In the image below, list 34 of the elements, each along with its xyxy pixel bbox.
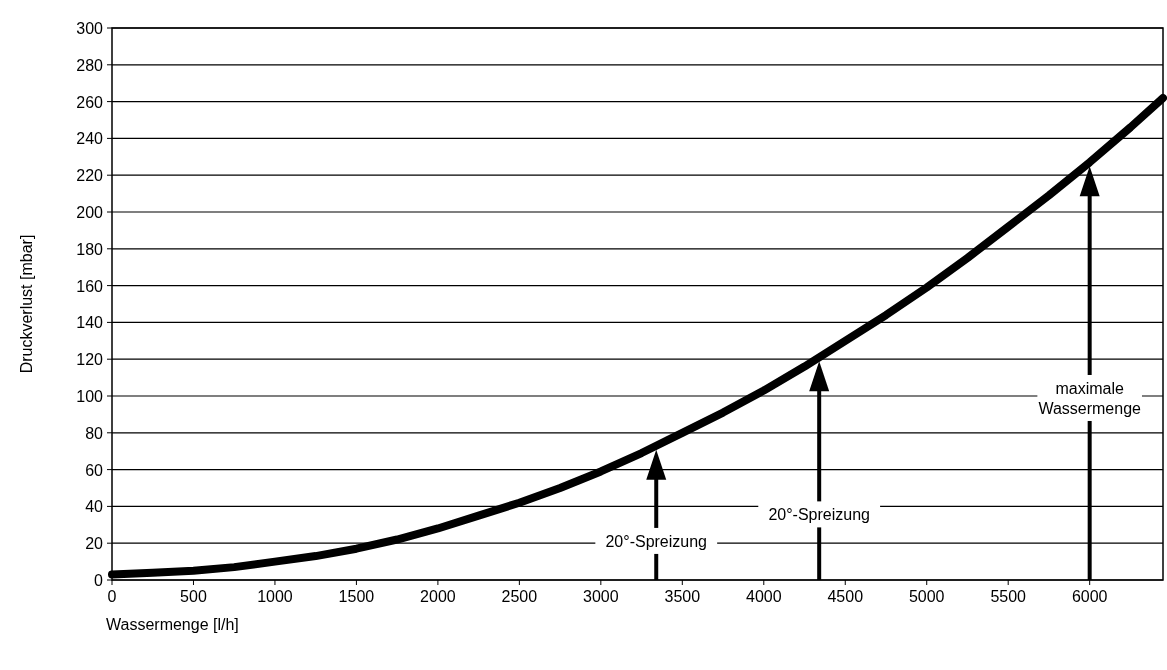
x-tick-label: 3500 bbox=[664, 588, 701, 605]
x-tick-label: 1500 bbox=[338, 588, 375, 605]
y-tick-label: 240 bbox=[76, 130, 104, 148]
y-tick-label: 280 bbox=[76, 56, 104, 74]
x-tick-label: 2500 bbox=[501, 588, 538, 605]
x-tick-label: 4000 bbox=[745, 588, 782, 605]
x-tick-label: 4500 bbox=[827, 588, 864, 605]
x-tick-label: 5500 bbox=[990, 588, 1027, 605]
y-tick-label: 300 bbox=[76, 20, 104, 37]
x-tick-label: 5000 bbox=[908, 588, 945, 605]
ref-line-label: 20°-Spreizung bbox=[605, 532, 708, 550]
y-tick-label: 180 bbox=[76, 240, 104, 258]
x-tick-label: 6000 bbox=[1071, 588, 1108, 605]
y-tick-label: 20 bbox=[85, 535, 104, 553]
x-tick-label: 500 bbox=[180, 588, 207, 605]
y-tick-label: 100 bbox=[76, 388, 104, 405]
x-tick-label: 3000 bbox=[583, 588, 619, 605]
x-tick-label: 1000 bbox=[257, 588, 293, 605]
y-axis-title: Druckverlust [mbar] bbox=[18, 234, 35, 374]
y-tick-label: 220 bbox=[76, 167, 104, 185]
y-tick-label: 200 bbox=[76, 204, 104, 221]
y-tick-label: 160 bbox=[76, 277, 104, 295]
y-tick-label: 120 bbox=[76, 351, 104, 369]
y-tick-label: 0 bbox=[94, 572, 104, 589]
x-tick-label: 2000 bbox=[420, 588, 456, 605]
x-axis-title: Wassermenge [l/h] bbox=[106, 616, 239, 633]
ref-line-label: maximale Wassermenge bbox=[1038, 379, 1142, 417]
y-tick-label: 40 bbox=[85, 498, 104, 516]
y-tick-label: 260 bbox=[76, 93, 104, 111]
x-tick-label: 0 bbox=[107, 588, 117, 605]
y-tick-label: 140 bbox=[76, 314, 104, 332]
y-tick-label: 80 bbox=[85, 424, 104, 442]
ref-line-label: 20°-Spreizung bbox=[768, 506, 870, 524]
y-tick-label: 60 bbox=[85, 461, 104, 479]
